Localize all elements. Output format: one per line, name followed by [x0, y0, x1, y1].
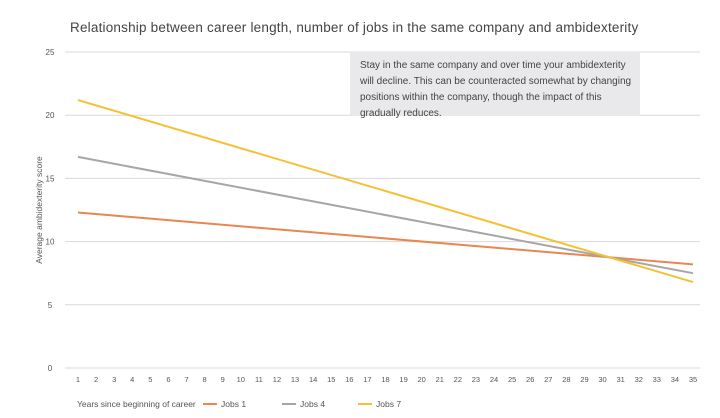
x-tick-label: 25 [508, 375, 516, 384]
y-axis-label: Average ambidexterity score [34, 156, 44, 264]
x-tick-label: 21 [436, 375, 444, 384]
x-tick-label: 16 [345, 375, 353, 384]
x-tick-label: 32 [635, 375, 643, 384]
x-tick-label: 17 [363, 375, 371, 384]
x-tick-label: 22 [454, 375, 462, 384]
series-line-jobs-1 [77, 211, 694, 266]
x-tick-label: 35 [689, 375, 697, 384]
x-tick-label: 7 [184, 375, 188, 384]
x-tick-label: 24 [490, 375, 498, 384]
x-tick-label: 34 [671, 375, 679, 384]
x-tick-label: 5 [148, 375, 152, 384]
x-tick-label: 33 [653, 375, 661, 384]
x-tick-label: 12 [273, 375, 281, 384]
x-tick-label: 26 [526, 375, 534, 384]
x-tick-label: 19 [399, 375, 407, 384]
x-tick-label: 20 [418, 375, 426, 384]
y-tick-label: 5 [48, 301, 53, 310]
y-tick-label: 0 [48, 364, 53, 373]
x-tick-label: 6 [166, 375, 170, 384]
y-tick-label: 20 [46, 111, 55, 120]
series-line-jobs-7 [77, 99, 694, 284]
legend-label: Jobs 1 [221, 399, 246, 409]
legend-label: Jobs 4 [300, 399, 325, 409]
x-tick-label: 29 [580, 375, 588, 384]
x-tick-label: 15 [327, 375, 335, 384]
series-line-jobs-4 [77, 155, 694, 275]
x-tick-label: 2 [94, 375, 98, 384]
x-tick-label: 23 [472, 375, 480, 384]
x-tick-label: 4 [130, 375, 134, 384]
x-tick-label: 14 [309, 375, 317, 384]
x-tick-label: 11 [255, 375, 263, 384]
y-tick-label: 15 [46, 174, 55, 183]
x-tick-label: 3 [112, 375, 116, 384]
chart-title: Relationship between career length, numb… [70, 20, 639, 35]
x-tick-label: 8 [203, 375, 207, 384]
legend-label: Jobs 7 [376, 399, 401, 409]
y-tick-label: 25 [46, 48, 55, 57]
x-tick-label: 9 [221, 375, 225, 384]
x-tick-label: 18 [381, 375, 389, 384]
x-tick-label: 13 [291, 375, 299, 384]
x-axis-label: Years since beginning of career [77, 399, 196, 409]
x-tick-label: 28 [562, 375, 570, 384]
x-tick-label: 27 [544, 375, 552, 384]
annotation-box: Stay in the same company and over time y… [350, 52, 640, 119]
x-tick-label: 30 [598, 375, 606, 384]
x-tick-label: 10 [237, 375, 245, 384]
y-tick-label: 10 [46, 238, 55, 247]
x-tick-label: 31 [616, 375, 624, 384]
x-tick-label: 1 [76, 375, 80, 384]
